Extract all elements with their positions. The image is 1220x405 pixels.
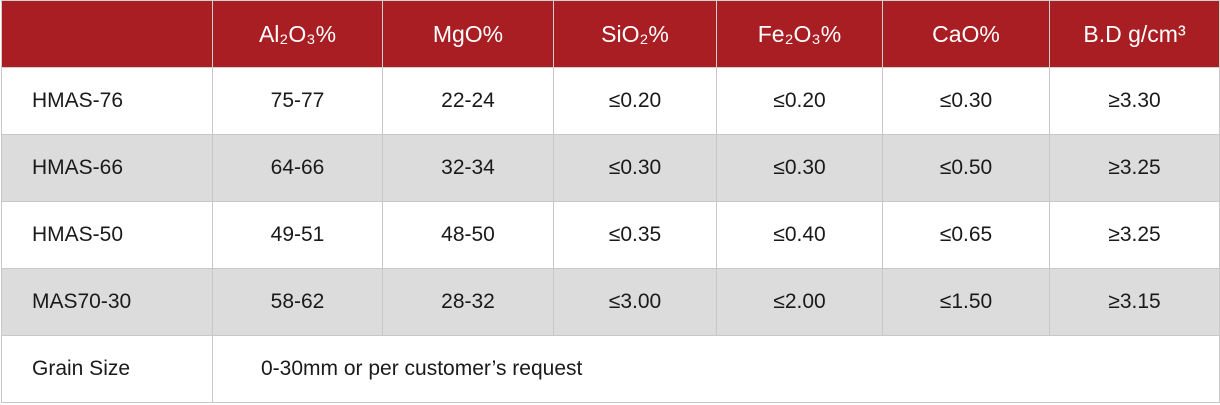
data-cell: ≤3.00 xyxy=(553,268,717,336)
data-cell: ≤2.00 xyxy=(716,268,883,336)
header-cell: B.D g/cm³ xyxy=(1049,0,1220,68)
data-cell: ≤0.65 xyxy=(882,201,1050,269)
data-cell: 32-34 xyxy=(382,134,554,202)
data-cell: ≥3.15 xyxy=(1049,268,1220,336)
data-cell: ≤0.40 xyxy=(716,201,883,269)
table-row: HMAS-50 49-51 48-50 ≤0.35 ≤0.40 ≤0.65 ≥3.25 xyxy=(1,201,1220,269)
header-cell: Fe₂O₃% xyxy=(716,0,883,68)
data-cell: ≥3.25 xyxy=(1049,134,1220,202)
header-corner xyxy=(1,0,213,68)
data-cell: 48-50 xyxy=(382,201,554,269)
table-row: HMAS-66 64-66 32-34 ≤0.30 ≤0.30 ≤0.50 ≥3.25 xyxy=(1,134,1220,202)
data-cell: ≤0.20 xyxy=(553,67,717,135)
header-cell: SiO₂% xyxy=(553,0,717,68)
footer-row: Grain Size 0-30mm or per customer’s reque… xyxy=(1,335,1220,403)
header-cell: Al₂O₃% xyxy=(212,0,383,68)
data-cell: ≤0.30 xyxy=(882,67,1050,135)
footer-text: 0-30mm or per customer’s request xyxy=(212,335,1220,403)
row-label: HMAS-50 xyxy=(1,201,213,269)
data-cell: ≤0.30 xyxy=(716,134,883,202)
data-cell: 64-66 xyxy=(212,134,383,202)
data-cell: ≤0.30 xyxy=(553,134,717,202)
header-row: Al₂O₃% MgO% SiO₂% Fe₂O₃% CaO% B.D g/cm³ xyxy=(1,0,1220,68)
data-cell: 49-51 xyxy=(212,201,383,269)
row-label: MAS70-30 xyxy=(1,268,213,336)
header-cell: MgO% xyxy=(382,0,554,68)
data-cell: ≤0.50 xyxy=(882,134,1050,202)
data-cell: ≤1.50 xyxy=(882,268,1050,336)
data-cell: ≤0.20 xyxy=(716,67,883,135)
table-row: HMAS-76 75-77 22-24 ≤0.20 ≤0.20 ≤0.30 ≥3.30 xyxy=(1,67,1220,135)
header-cell: CaO% xyxy=(882,0,1050,68)
data-cell: 22-24 xyxy=(382,67,554,135)
data-cell: 28-32 xyxy=(382,268,554,336)
data-cell: 75-77 xyxy=(212,67,383,135)
data-cell: ≤0.35 xyxy=(553,201,717,269)
row-label: HMAS-76 xyxy=(1,67,213,135)
row-label: HMAS-66 xyxy=(1,134,213,202)
data-cell: 58-62 xyxy=(212,268,383,336)
data-cell: ≥3.30 xyxy=(1049,67,1220,135)
footer-label: Grain Size xyxy=(1,335,213,403)
table-row: MAS70-30 58-62 28-32 ≤3.00 ≤2.00 ≤1.50 ≥3.15 xyxy=(1,268,1220,336)
data-cell: ≥3.25 xyxy=(1049,201,1220,269)
